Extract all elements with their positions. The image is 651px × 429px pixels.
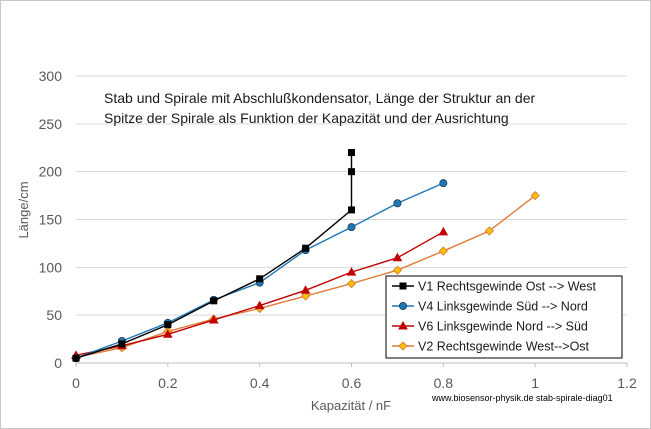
- y-tick-labels: 0 50 100 150 200 250 300: [39, 68, 63, 371]
- axes: [75, 362, 628, 367]
- data-point: [530, 190, 540, 201]
- series-line: [75, 152, 353, 359]
- data-point: [300, 285, 311, 294]
- chart-title-line-1: Stab und Spirale mit Abschlußkondensator…: [104, 90, 535, 106]
- y-tick-label: 50: [46, 307, 62, 323]
- y-axis-label: Länge/cm: [16, 181, 31, 238]
- x-tick-label: 0.8: [434, 375, 454, 391]
- data-point: [208, 314, 219, 324]
- legend-label: V2 Rechtsgewinde West-->Ost: [418, 340, 590, 354]
- y-tick-label: 300: [39, 68, 63, 84]
- legend-item: V2 Rechtsgewinde West-->Ost: [392, 340, 590, 354]
- data-point: [72, 354, 80, 362]
- legend-marker: [398, 320, 408, 330]
- data-point: [392, 265, 403, 275]
- data-point: [347, 223, 356, 232]
- y-tick-label: 150: [39, 212, 63, 228]
- x-tick-label: 1.2: [617, 375, 637, 391]
- credit-text: www.biosensor-physik.de stab-spirale-dia…: [431, 393, 613, 403]
- legend-item: V4 Linksgewinde Süd --> Nord: [392, 300, 588, 314]
- data-point: [254, 300, 265, 310]
- legend-box: [385, 275, 623, 359]
- data-point: [164, 321, 172, 329]
- data-point: [393, 199, 402, 208]
- legend-marker: [398, 341, 408, 351]
- legend-item: V6 Linksgewinde Nord --> Süd: [392, 320, 588, 334]
- data-point: [302, 244, 310, 252]
- legend-marker: [399, 282, 407, 290]
- data-series: [71, 149, 540, 363]
- y-tick-label: 100: [39, 259, 63, 275]
- x-tick-label: 0: [72, 375, 80, 391]
- x-tick-labels: 0 0.2 0.4 0.6 0.8 1 1.2: [72, 375, 637, 391]
- data-point: [439, 179, 448, 188]
- data-point: [348, 149, 355, 157]
- x-tick-label: 0.6: [342, 375, 362, 391]
- x-tick-label: 1: [531, 375, 539, 391]
- legend-item: V1 Rechtsgewinde Ost --> West: [392, 280, 596, 294]
- data-point: [484, 226, 494, 236]
- data-point: [348, 206, 355, 214]
- legend-marker: [398, 301, 407, 310]
- data-point: [256, 275, 264, 283]
- data-point: [392, 252, 403, 262]
- series-1: [72, 149, 355, 362]
- legend-label: V6 Linksgewinde Nord --> Süd: [418, 320, 588, 334]
- data-point: [210, 297, 218, 305]
- data-point: [300, 291, 311, 301]
- y-tick-label: 0: [54, 355, 62, 371]
- data-point: [346, 267, 357, 276]
- data-point: [162, 329, 173, 338]
- y-tick-label: 250: [39, 116, 63, 132]
- data-point: [348, 168, 355, 176]
- x-tick-label: 0.2: [158, 375, 178, 391]
- data-point: [438, 226, 449, 236]
- data-point: [346, 278, 357, 289]
- legend-label: V4 Linksgewinde Süd --> Nord: [418, 300, 588, 314]
- y-tick-label: 200: [39, 164, 63, 180]
- data-point: [118, 340, 126, 348]
- data-point: [438, 246, 448, 256]
- legend: V1 Rechtsgewinde Ost --> West V4 Linksgew…: [385, 275, 623, 359]
- x-tick-label: 0.4: [250, 375, 270, 391]
- legend-label: V1 Rechtsgewinde Ost --> West: [418, 280, 596, 294]
- x-axis-label: Kapazität / nF: [311, 398, 391, 413]
- chart-title-line-2: Spitze der Spirale als Funktion der Kapa…: [104, 110, 509, 126]
